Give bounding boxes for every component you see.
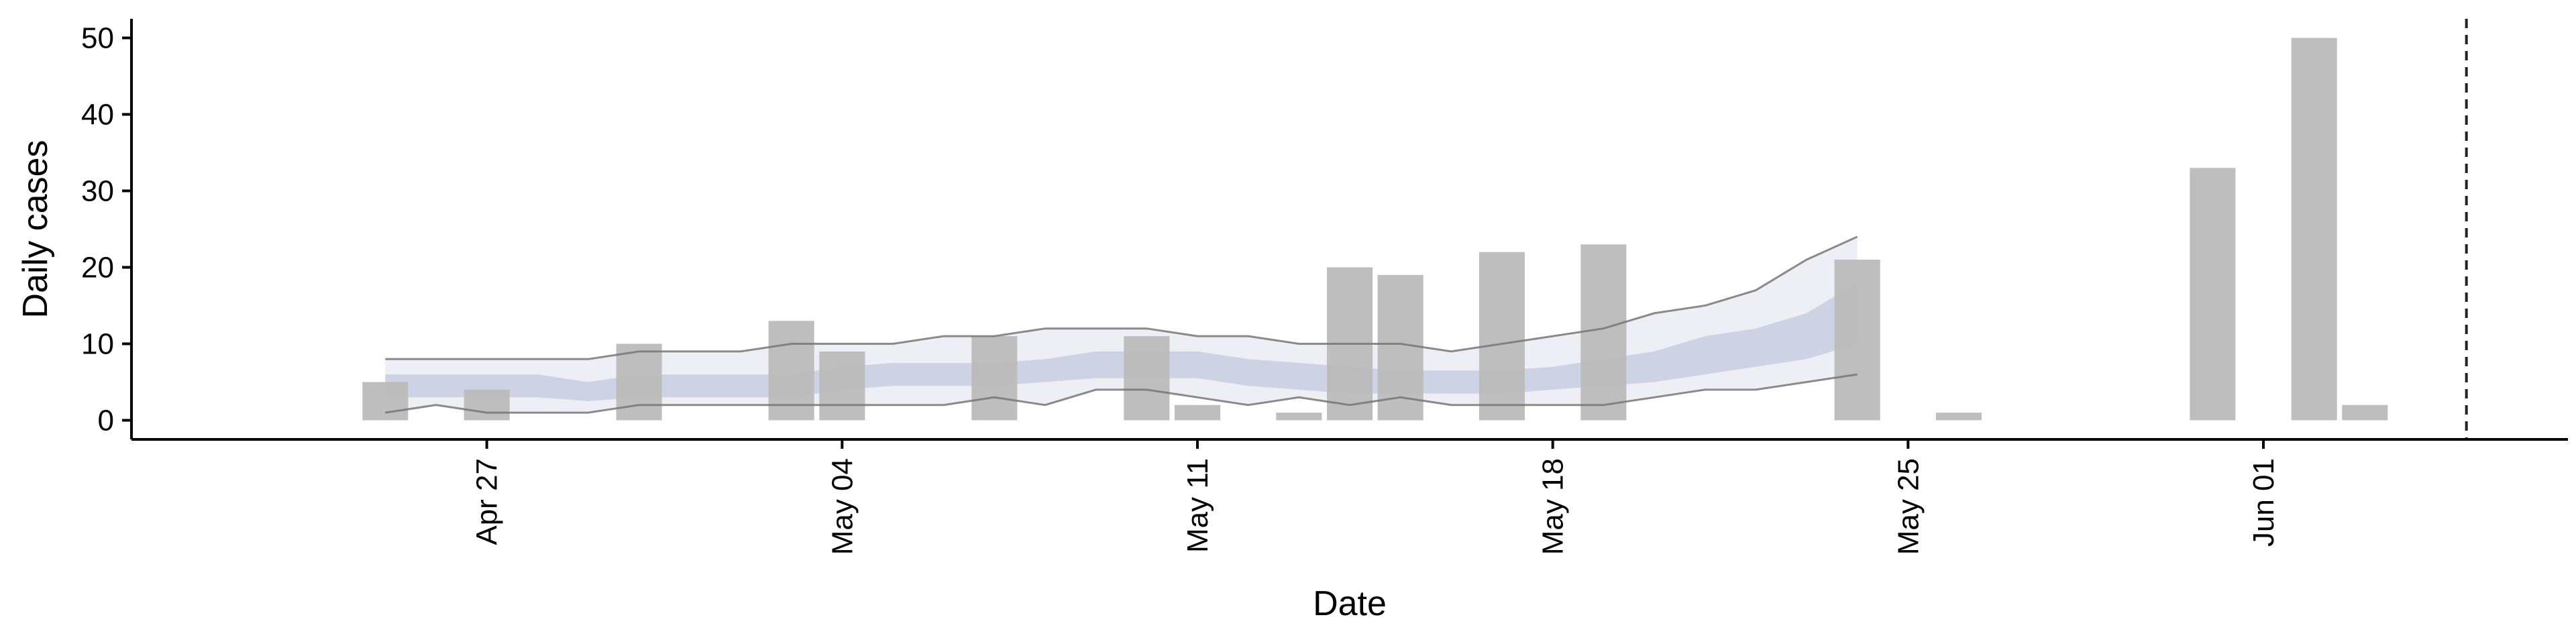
y-tick-label: 30 <box>81 175 114 208</box>
case-bar <box>768 321 814 421</box>
outer-lower-line <box>385 373 1858 414</box>
case-bar <box>2342 405 2388 421</box>
case-bar <box>2190 168 2236 421</box>
y-tick-label: 0 <box>98 405 114 437</box>
x-tick-label: Apr 27 <box>471 458 504 545</box>
case-bar <box>2291 38 2337 421</box>
outer-interval-lines <box>385 235 1858 414</box>
x-tick-label: May 18 <box>1537 458 1570 555</box>
case-bar <box>819 351 865 421</box>
case-bar <box>1479 252 1525 421</box>
case-bar <box>1834 260 1880 421</box>
y-tick-label: 20 <box>81 252 114 284</box>
case-bar <box>1276 413 1322 421</box>
case-bar <box>1580 244 1627 421</box>
case-bar <box>1935 413 1982 421</box>
y-tick-label: 10 <box>81 328 114 361</box>
y-tick-label: 40 <box>81 99 114 131</box>
case-bar <box>464 389 510 421</box>
case-bar <box>362 382 409 421</box>
x-tick-label: May 04 <box>826 458 859 555</box>
case-bar <box>616 343 662 421</box>
case-bar <box>1377 274 1424 421</box>
axes: 0 10 20 30 40 50 Apr 27 May 04 May 11 May 18 May 2… <box>81 19 2568 555</box>
estimate-bands <box>385 236 1858 413</box>
x-tick-label: Jun 01 <box>2247 458 2280 547</box>
y-axis-title: Daily cases <box>16 140 55 319</box>
outer-upper-line <box>385 235 1858 360</box>
x-tick-label: May 11 <box>1181 458 1214 553</box>
x-tick-label: May 25 <box>1892 458 1925 555</box>
x-axis-title: Date <box>1313 584 1387 623</box>
case-bar <box>971 336 1018 421</box>
case-bar <box>1175 405 1221 421</box>
case-bar <box>1124 336 1170 421</box>
y-tick-label: 50 <box>81 22 114 55</box>
